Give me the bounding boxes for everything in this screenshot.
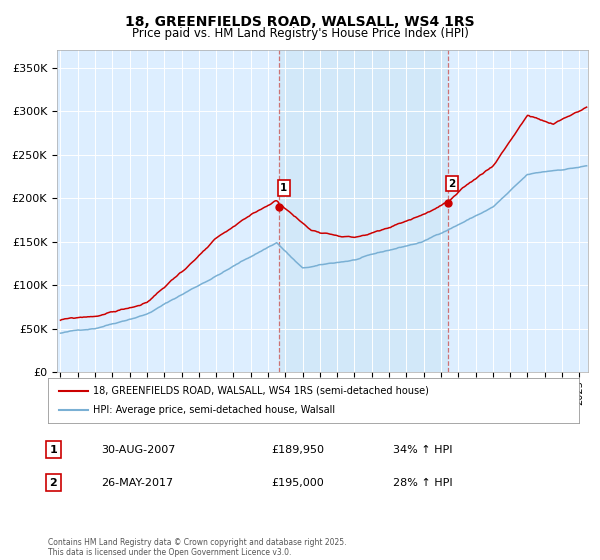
Text: 30-AUG-2007: 30-AUG-2007 — [101, 445, 175, 455]
Bar — [280, 50, 448, 372]
Text: 28% ↑ HPI: 28% ↑ HPI — [393, 478, 453, 488]
Text: 26-MAY-2017: 26-MAY-2017 — [101, 478, 173, 488]
Text: 1: 1 — [280, 183, 287, 193]
Text: Price paid vs. HM Land Registry's House Price Index (HPI): Price paid vs. HM Land Registry's House … — [131, 27, 469, 40]
Text: 18, GREENFIELDS ROAD, WALSALL, WS4 1RS (semi-detached house): 18, GREENFIELDS ROAD, WALSALL, WS4 1RS (… — [93, 385, 429, 395]
Text: 2: 2 — [49, 478, 57, 488]
Text: £195,000: £195,000 — [271, 478, 324, 488]
Text: £189,950: £189,950 — [271, 445, 324, 455]
Text: 18, GREENFIELDS ROAD, WALSALL, WS4 1RS: 18, GREENFIELDS ROAD, WALSALL, WS4 1RS — [125, 15, 475, 29]
Text: Contains HM Land Registry data © Crown copyright and database right 2025.
This d: Contains HM Land Registry data © Crown c… — [48, 538, 347, 557]
Text: 1: 1 — [49, 445, 57, 455]
Text: 34% ↑ HPI: 34% ↑ HPI — [393, 445, 452, 455]
Text: 2: 2 — [449, 179, 456, 189]
Text: HPI: Average price, semi-detached house, Walsall: HPI: Average price, semi-detached house,… — [93, 405, 335, 416]
